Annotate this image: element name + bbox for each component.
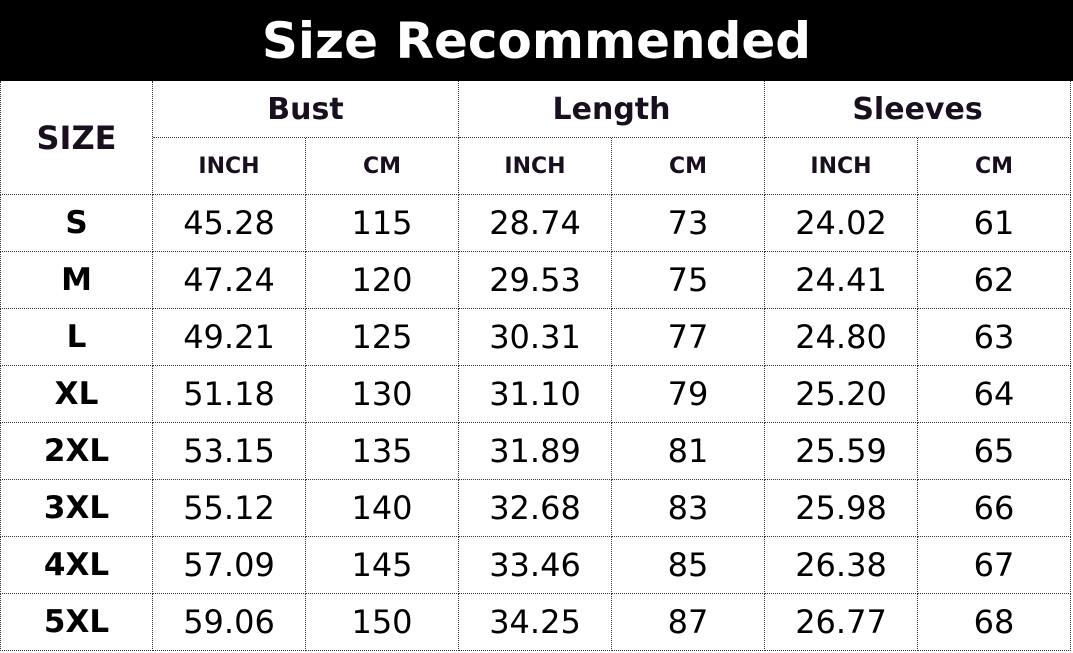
table-cell: 67 <box>918 537 1071 594</box>
table-cell: 65 <box>918 423 1071 480</box>
unit-header: CM <box>918 138 1071 195</box>
size-label: 3XL <box>0 480 153 537</box>
table-cell: 68 <box>918 594 1071 651</box>
group-header: Length <box>459 81 765 138</box>
table-cell: 51.18 <box>153 366 306 423</box>
table-cell: 85 <box>612 537 765 594</box>
unit-header: CM <box>612 138 765 195</box>
size-label: 2XL <box>0 423 153 480</box>
table-cell: 64 <box>918 366 1071 423</box>
table-cell: 31.89 <box>459 423 612 480</box>
size-label: XL <box>0 366 153 423</box>
table-cell: 77 <box>612 309 765 366</box>
table-cell: 32.68 <box>459 480 612 537</box>
table-cell: 28.74 <box>459 195 612 252</box>
table-cell: 25.20 <box>765 366 918 423</box>
table-cell: 130 <box>306 366 459 423</box>
table-cell: 79 <box>612 366 765 423</box>
table-cell: 59.06 <box>153 594 306 651</box>
table-cell: 62 <box>918 252 1071 309</box>
table-cell: 53.15 <box>153 423 306 480</box>
table-cell: 75 <box>612 252 765 309</box>
group-header: Bust <box>153 81 459 138</box>
table-cell: 66 <box>918 480 1071 537</box>
table-cell: 115 <box>306 195 459 252</box>
table-cell: 49.21 <box>153 309 306 366</box>
table-cell: 24.80 <box>765 309 918 366</box>
unit-header: INCH <box>153 138 306 195</box>
size-column-header: SIZE <box>0 81 153 195</box>
table-cell: 25.98 <box>765 480 918 537</box>
table-cell: 34.25 <box>459 594 612 651</box>
unit-header: INCH <box>459 138 612 195</box>
table-cell: 25.59 <box>765 423 918 480</box>
table-cell: 47.24 <box>153 252 306 309</box>
table-cell: 120 <box>306 252 459 309</box>
table-cell: 87 <box>612 594 765 651</box>
table-cell: 31.10 <box>459 366 612 423</box>
unit-header: CM <box>306 138 459 195</box>
size-label: 5XL <box>0 594 153 651</box>
size-label: S <box>0 195 153 252</box>
table-cell: 135 <box>306 423 459 480</box>
table-cell: 30.31 <box>459 309 612 366</box>
size-table: SIZE Bust Length Sleeves INCH CM INCH CM INCH CM S… <box>0 81 1072 652</box>
table-cell: 26.38 <box>765 537 918 594</box>
table-cell: 145 <box>306 537 459 594</box>
table-cell: 45.28 <box>153 195 306 252</box>
unit-header: INCH <box>765 138 918 195</box>
table-cell: 26.77 <box>765 594 918 651</box>
table-cell: 24.02 <box>765 195 918 252</box>
table-cell: 140 <box>306 480 459 537</box>
table-cell: 33.46 <box>459 537 612 594</box>
table-cell: 63 <box>918 309 1071 366</box>
group-header: Sleeves <box>765 81 1071 138</box>
table-cell: 24.41 <box>765 252 918 309</box>
table-cell: 81 <box>612 423 765 480</box>
table-cell: 55.12 <box>153 480 306 537</box>
size-label: M <box>0 252 153 309</box>
size-label: L <box>0 309 153 366</box>
table-cell: 61 <box>918 195 1071 252</box>
page-title: Size Recommended <box>0 0 1073 81</box>
table-cell: 125 <box>306 309 459 366</box>
table-cell: 73 <box>612 195 765 252</box>
table-cell: 29.53 <box>459 252 612 309</box>
table-cell: 150 <box>306 594 459 651</box>
table-cell: 83 <box>612 480 765 537</box>
size-label: 4XL <box>0 537 153 594</box>
table-cell: 57.09 <box>153 537 306 594</box>
